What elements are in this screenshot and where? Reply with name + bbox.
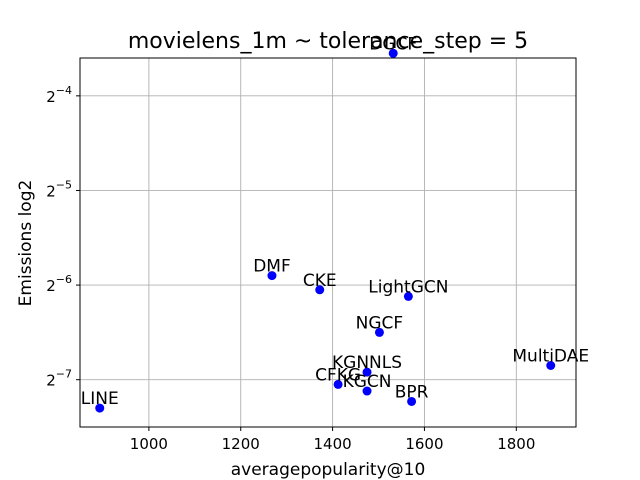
point-label: LINE bbox=[81, 389, 119, 409]
x-tick-label: 1000 bbox=[130, 435, 168, 453]
point-label: CFKG bbox=[315, 365, 361, 385]
point-label: BPR bbox=[395, 382, 429, 402]
point-label: DGCF bbox=[369, 34, 417, 54]
data-point bbox=[407, 396, 417, 406]
data-point bbox=[315, 285, 325, 295]
data-points: DGCF DMF CKE LightGCN NGCF MultiDAE KGNNLSCFKG… bbox=[81, 34, 589, 413]
y-tick-label: 2−4 bbox=[46, 84, 72, 106]
y-tick-label: 2−7 bbox=[46, 368, 72, 390]
point-label: LightGCN bbox=[368, 277, 448, 297]
y-tick-label: 2−5 bbox=[46, 178, 72, 200]
point-label: MultiDAE bbox=[512, 347, 589, 367]
data-point bbox=[374, 327, 384, 337]
x-tick-label: 1200 bbox=[222, 435, 260, 453]
grid bbox=[80, 58, 576, 427]
y-tick-base: 2 bbox=[46, 182, 56, 200]
data-point bbox=[362, 367, 372, 377]
y-axis-label: Emissions log2 bbox=[16, 180, 36, 307]
chart-title: movielens_1m ~ tolerance_step = 5 bbox=[128, 29, 528, 54]
y-tick-base: 2 bbox=[46, 372, 56, 390]
y-tick-exponent: −7 bbox=[56, 368, 72, 381]
point-label: NGCF bbox=[356, 313, 404, 333]
point-label: KGNNLS bbox=[332, 353, 402, 373]
x-tick-label: 1800 bbox=[497, 435, 535, 453]
data-point bbox=[403, 291, 413, 301]
data-point bbox=[388, 48, 398, 58]
y-tick-exponent: −6 bbox=[56, 273, 72, 286]
data-point bbox=[333, 379, 343, 389]
data-point bbox=[267, 271, 277, 281]
y-tick-exponent: −4 bbox=[56, 84, 72, 97]
data-point bbox=[95, 403, 105, 413]
y-tick-label: 2−6 bbox=[46, 273, 72, 295]
point-label: DMF bbox=[253, 257, 291, 277]
x-axis-ticks: 1000 1200 1400 1600 1800 bbox=[130, 427, 535, 453]
data-point bbox=[546, 361, 556, 370]
y-tick-base: 2 bbox=[46, 88, 56, 106]
y-tick-exponent: −5 bbox=[56, 178, 72, 191]
data-point bbox=[362, 386, 372, 396]
y-tick-base: 2 bbox=[46, 277, 56, 295]
point-label: CKE bbox=[303, 271, 337, 291]
y-axis-ticks: 2−42−52−62−7 bbox=[46, 84, 80, 390]
x-axis-label: averagepopularity@10 bbox=[231, 460, 426, 480]
x-tick-label: 1400 bbox=[313, 435, 351, 453]
plot-frame bbox=[79, 57, 577, 428]
x-tick-label: 1600 bbox=[405, 435, 443, 453]
point-label: KGCN bbox=[343, 372, 392, 392]
